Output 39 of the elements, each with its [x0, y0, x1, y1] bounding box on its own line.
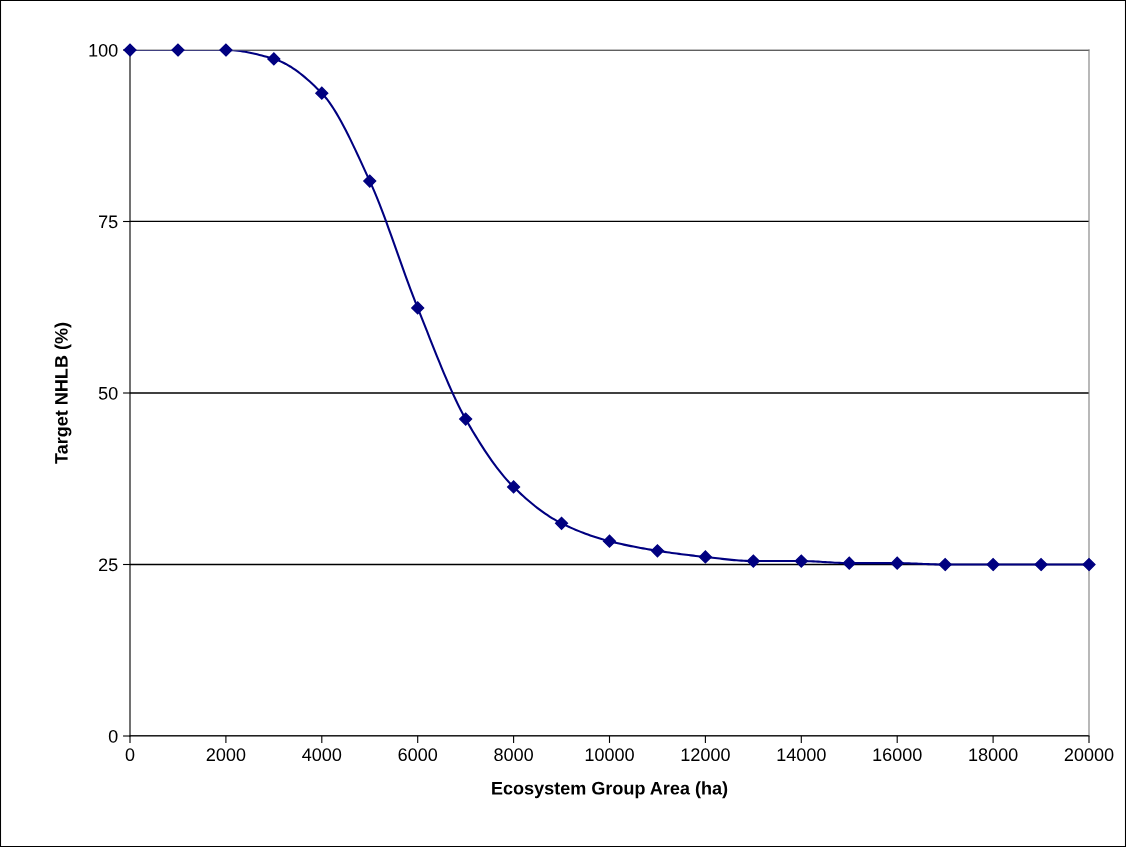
x-tick-label: 14000	[777, 748, 826, 762]
point	[123, 43, 137, 57]
y-tick-label: 0	[108, 729, 118, 743]
point	[794, 554, 808, 568]
point	[363, 174, 377, 188]
point	[219, 43, 233, 57]
point	[698, 550, 712, 564]
point	[267, 52, 281, 66]
x-axis-title: Ecosystem Group Area (ha)	[492, 781, 728, 799]
point	[554, 516, 569, 530]
point	[1034, 557, 1048, 572]
x-tick-label: 16000	[873, 748, 922, 762]
point	[1082, 557, 1096, 572]
x-tick-label: 12000	[681, 748, 730, 762]
point	[986, 557, 1000, 572]
y-tick-label: 75	[99, 215, 118, 229]
x-tick-label: 4000	[302, 748, 342, 762]
x-tick-label: 0	[125, 748, 135, 762]
point	[650, 544, 665, 558]
x-tick-label: 2000	[206, 748, 246, 762]
y-axis-title: Target NHLB (%)	[54, 322, 72, 464]
y-tick-label: 100	[89, 43, 118, 57]
point	[459, 412, 473, 426]
point	[842, 556, 856, 570]
x-tick-label: 20000	[1064, 748, 1114, 762]
point	[746, 554, 760, 568]
point	[938, 557, 952, 572]
point	[602, 534, 617, 548]
x-tick-label: 18000	[969, 748, 1018, 762]
point	[507, 480, 521, 494]
x-tick-label: 10000	[585, 748, 634, 762]
point	[315, 86, 329, 100]
y-tick-label: 25	[99, 558, 118, 572]
x-tick-label: 6000	[398, 748, 438, 762]
x-tick-label: 8000	[494, 748, 533, 762]
point	[411, 301, 425, 315]
point	[890, 556, 904, 570]
point	[171, 43, 185, 57]
y-tick-label: 50	[98, 386, 118, 400]
